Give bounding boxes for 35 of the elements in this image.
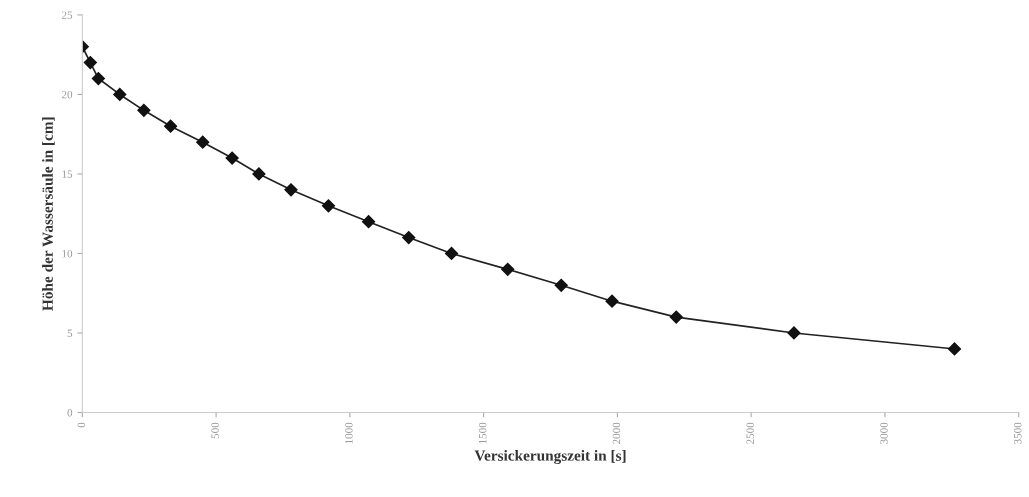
point: [113, 87, 127, 102]
x-tick-label: 0: [77, 422, 86, 428]
y-tick-label: 10: [62, 249, 73, 258]
point: [196, 135, 210, 149]
point: [605, 294, 619, 308]
x-tick-label: 3500: [1013, 422, 1022, 444]
x-tick-label: 3000: [880, 422, 888, 444]
x-tick-label: 2000: [612, 422, 621, 444]
x-axis-title: Versickerungszeit in [s]: [474, 450, 626, 464]
point: [284, 183, 298, 197]
point: [361, 215, 376, 229]
point: [402, 230, 416, 245]
point: [252, 167, 266, 181]
point: [164, 119, 178, 133]
x-tick-label: 2500: [746, 422, 754, 444]
y-tick-label: 5: [67, 329, 73, 337]
y-tick-label: 0: [67, 408, 73, 417]
y-tick-label: 15: [62, 170, 73, 178]
point: [83, 56, 97, 70]
y-tick-label: 25: [61, 11, 73, 19]
y-tick-label: 20: [61, 90, 73, 99]
point: [321, 199, 336, 213]
x-tick-label: 500: [211, 422, 219, 439]
point: [554, 278, 568, 292]
x-tick-label: 1500: [478, 422, 487, 444]
point: [137, 103, 151, 117]
point: [669, 310, 683, 324]
point: [91, 71, 105, 86]
point: [787, 326, 801, 340]
x-tick-label: 1000: [345, 422, 353, 444]
point: [444, 246, 459, 261]
point: [501, 262, 515, 276]
point: [225, 151, 239, 165]
point: [947, 342, 962, 356]
y-axis-title: Höhe der Wassersäule in [cm]: [42, 117, 55, 311]
